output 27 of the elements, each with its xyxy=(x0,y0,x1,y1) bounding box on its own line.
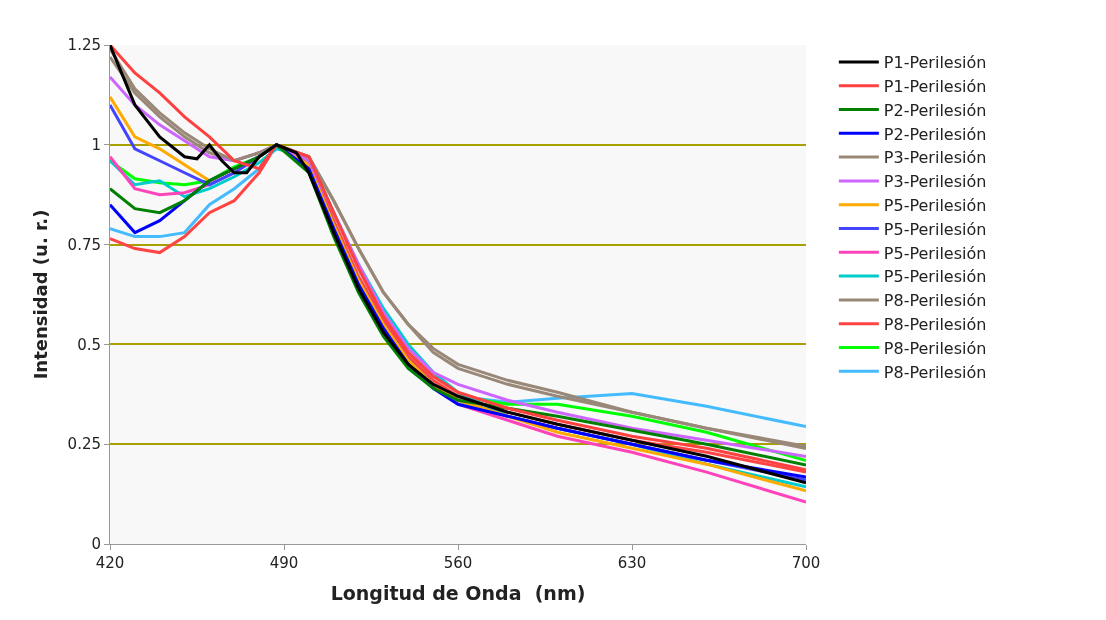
x-axis-title: Longitud de Onda (nm) xyxy=(330,581,586,604)
legend-label: P2-Perilesión xyxy=(883,100,987,120)
legend-label: P8-Perilesión xyxy=(883,338,987,358)
x-tick-label: 420 xyxy=(95,554,125,572)
y-axis-title: Intensidad (u. r.) xyxy=(29,209,51,380)
y-tick-label: 0.75 xyxy=(67,235,101,254)
legend-label: P8-Perilesión xyxy=(883,291,987,311)
legend-label: P1-Perilesión xyxy=(883,53,987,73)
legend-label: P5-Perilesión xyxy=(883,243,987,263)
legend-label: P1-Perilesión xyxy=(883,76,987,96)
legend-label: P5-Perilesión xyxy=(883,195,987,215)
x-tick-label: 700 xyxy=(791,554,821,572)
y-tick-label: 1 xyxy=(91,136,101,155)
y-tick-label: 1.25 xyxy=(67,36,101,55)
legend-label: P8-Perilesión xyxy=(883,362,987,382)
legend-label: P5-Perilesión xyxy=(883,267,987,287)
y-tick-label: 0.25 xyxy=(67,435,101,454)
y-tick-label: 0 xyxy=(91,535,101,554)
legend-label: P3-Perilesión xyxy=(883,172,987,192)
legend-label: P8-Perilesión xyxy=(883,314,987,334)
legend-label: P2-Perilesión xyxy=(883,124,987,144)
y-tick-label: 0.5 xyxy=(77,335,101,354)
x-tick-label: 560 xyxy=(443,554,473,572)
legend-label: P3-Perilesión xyxy=(883,148,987,168)
x-tick-label: 630 xyxy=(617,554,647,572)
legend-label: P5-Perilesión xyxy=(883,219,987,239)
x-tick-label: 490 xyxy=(269,554,299,572)
